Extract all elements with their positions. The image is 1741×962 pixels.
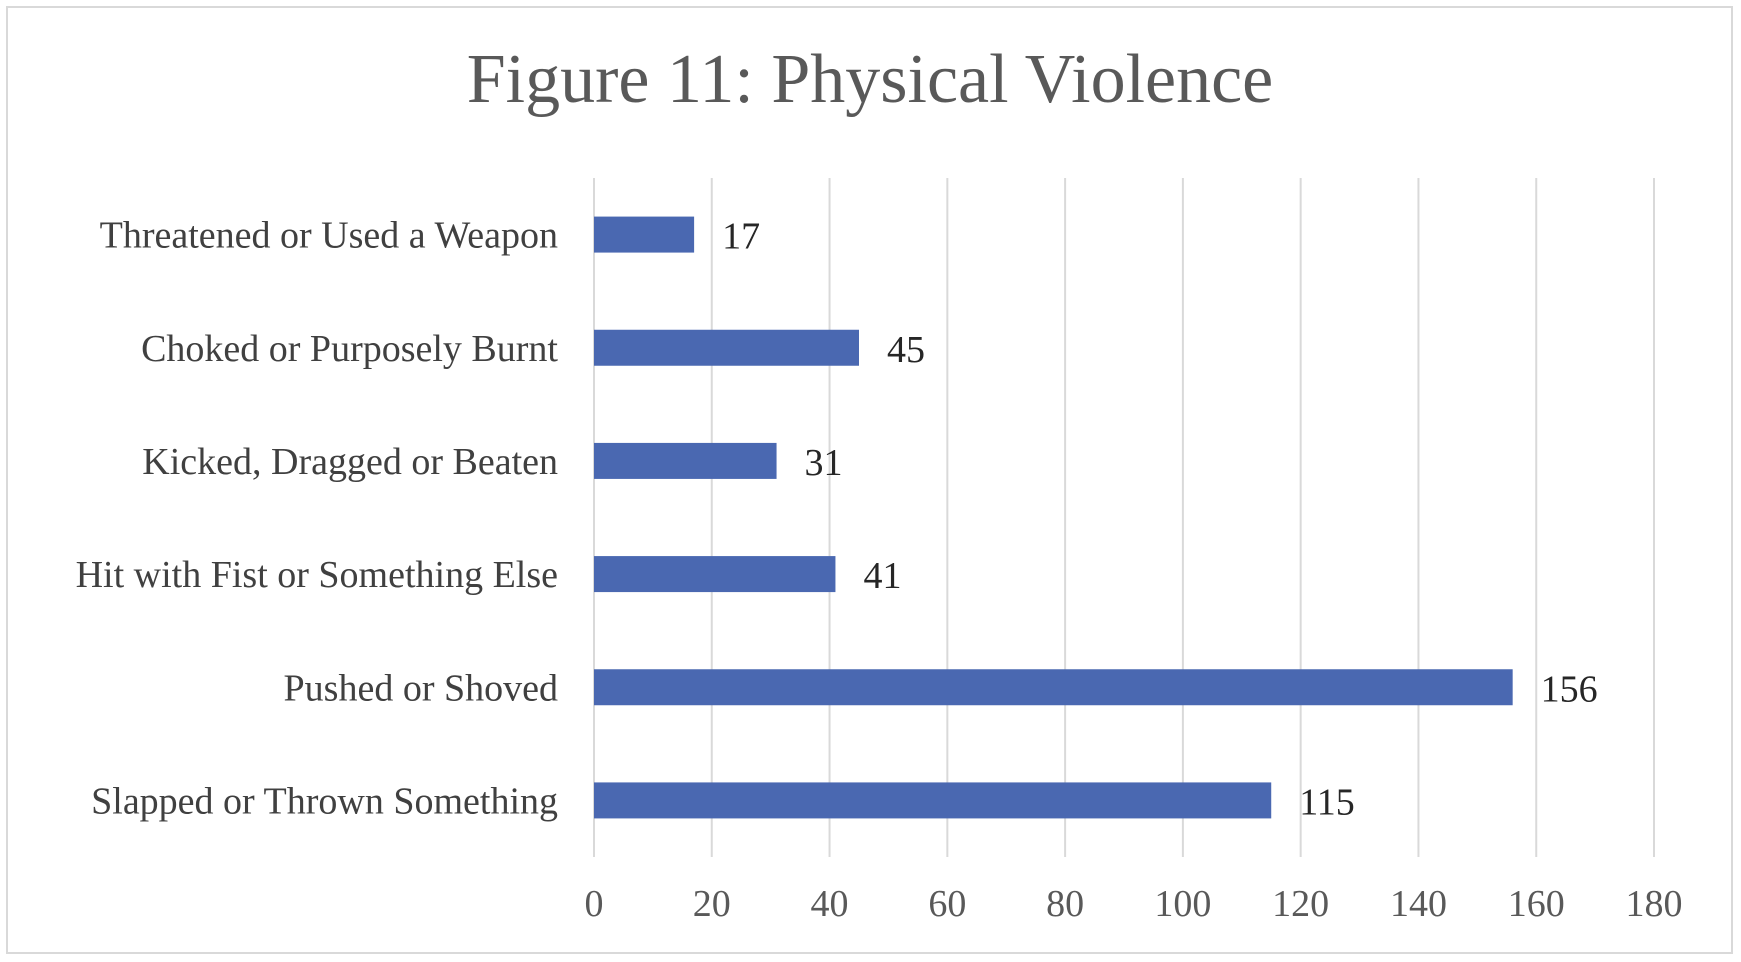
category-label-3: Hit with Fist or Something Else [76, 554, 558, 596]
x-tick-label-7: 140 [1390, 883, 1447, 925]
data-label-5: 115 [1299, 781, 1355, 823]
chart-title: Figure 11: Physical Violence [467, 41, 1274, 118]
bar-3 [594, 556, 836, 593]
x-tick-label-1: 20 [693, 883, 731, 925]
x-axis-tick-labels: 0 20 40 60 80 100 120 140 160 180 [585, 883, 1683, 925]
bar-5 [594, 782, 1272, 819]
x-tick-label-2: 40 [811, 883, 849, 925]
bar-4 [594, 669, 1513, 706]
data-label-0: 17 [722, 216, 760, 258]
bar-0 [594, 216, 695, 253]
bars [594, 216, 1513, 819]
x-tick-label-0: 0 [585, 883, 604, 925]
x-tick-label-8: 160 [1508, 883, 1565, 925]
data-label-1: 45 [887, 329, 925, 371]
category-label-1: Choked or Purposely Burnt [141, 328, 558, 370]
x-tick-label-3: 60 [928, 883, 966, 925]
data-label-3: 41 [863, 555, 901, 597]
category-label-4: Pushed or Shoved [284, 667, 558, 709]
bar-1 [594, 329, 859, 366]
bar-2 [594, 442, 777, 479]
category-label-0: Threatened or Used a Weapon [100, 215, 558, 257]
x-tick-label-6: 120 [1272, 883, 1329, 925]
data-labels: 17 45 31 41 156 115 [722, 216, 1598, 824]
category-label-2: Kicked, Dragged or Beaten [142, 441, 558, 483]
data-label-2: 31 [805, 442, 843, 484]
x-tick-label-5: 100 [1154, 883, 1211, 925]
gridlines [593, 178, 1655, 857]
category-labels: Threatened or Used a Weapon Choked or Pur… [76, 215, 559, 823]
x-tick-label-9: 180 [1626, 883, 1683, 925]
x-tick-label-4: 80 [1046, 883, 1084, 925]
data-label-4: 156 [1541, 668, 1598, 710]
category-label-5: Slapped or Thrown Something [91, 780, 558, 822]
